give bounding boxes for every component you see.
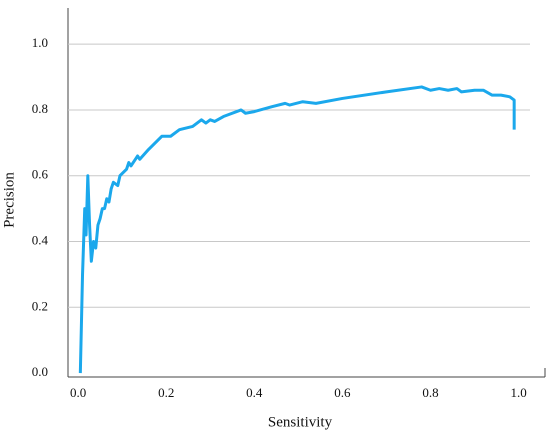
x-tick-label: 1.0 xyxy=(510,385,526,400)
y-tick-label: 0.8 xyxy=(32,101,48,116)
pr-curve xyxy=(78,85,516,374)
x-tick-label: 0.8 xyxy=(422,385,438,400)
y-axis-label: Precision xyxy=(1,172,17,228)
x-tick-label: 0.2 xyxy=(158,385,174,400)
y-tick-label: 1.0 xyxy=(32,35,48,50)
y-tick-label: 0.4 xyxy=(32,232,49,247)
x-axis-label: Sensitivity xyxy=(268,414,333,430)
x-tick-label: 0.0 xyxy=(70,385,86,400)
x-tick-label: 0.4 xyxy=(246,385,263,400)
y-tick-label: 0.6 xyxy=(32,167,49,182)
x-tick-label: 0.6 xyxy=(334,385,351,400)
y-tick-label: 0.0 xyxy=(32,364,48,379)
y-tick-label: 0.2 xyxy=(32,298,48,313)
